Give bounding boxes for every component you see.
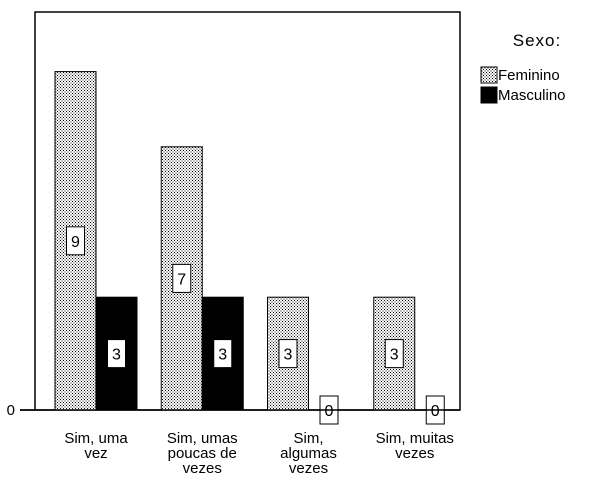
data-label-text: 3 bbox=[284, 347, 293, 364]
data-label-feminino-2: 3 bbox=[278, 339, 298, 369]
legend-swatch-feminino bbox=[480, 66, 498, 84]
data-label-box bbox=[384, 339, 404, 369]
data-label-text: 3 bbox=[112, 347, 121, 364]
category-label-1: Sim, umas poucas de vezes bbox=[167, 430, 238, 477]
y-tick-label-0: 0 bbox=[7, 402, 15, 419]
data-label-text: 3 bbox=[218, 347, 227, 364]
legend-label-masculino: Masculino bbox=[498, 87, 566, 104]
data-label-masculino-0: 3 bbox=[107, 339, 126, 369]
legend-label-feminino: Feminino bbox=[498, 67, 560, 84]
data-label-text: 0 bbox=[431, 403, 440, 420]
legend-title: Sexo: bbox=[513, 31, 561, 50]
data-label-feminino-3: 3 bbox=[384, 339, 404, 369]
data-label-masculino-1: 3 bbox=[213, 339, 233, 369]
category-label-0: Sim, uma vez bbox=[64, 430, 128, 462]
data-label-text: 7 bbox=[177, 271, 186, 288]
data-label-text: 0 bbox=[325, 403, 334, 420]
legend: Sexo: Feminino Masculino bbox=[480, 31, 566, 104]
data-label-feminino-1: 7 bbox=[172, 263, 192, 293]
data-label-text: 9 bbox=[71, 234, 80, 251]
data-label-feminino-0: 9 bbox=[66, 226, 85, 256]
data-label-box bbox=[66, 226, 85, 256]
data-label-box bbox=[172, 263, 192, 293]
data-label-box bbox=[278, 339, 298, 369]
data-label-box bbox=[107, 339, 126, 369]
category-label-2: Sim, algumas vezes bbox=[280, 430, 337, 477]
data-label-text: 3 bbox=[390, 347, 399, 364]
category-label-3: Sim, muitas vezes bbox=[376, 430, 454, 462]
data-label-box bbox=[213, 339, 233, 369]
legend-swatch-masculino bbox=[480, 86, 498, 104]
